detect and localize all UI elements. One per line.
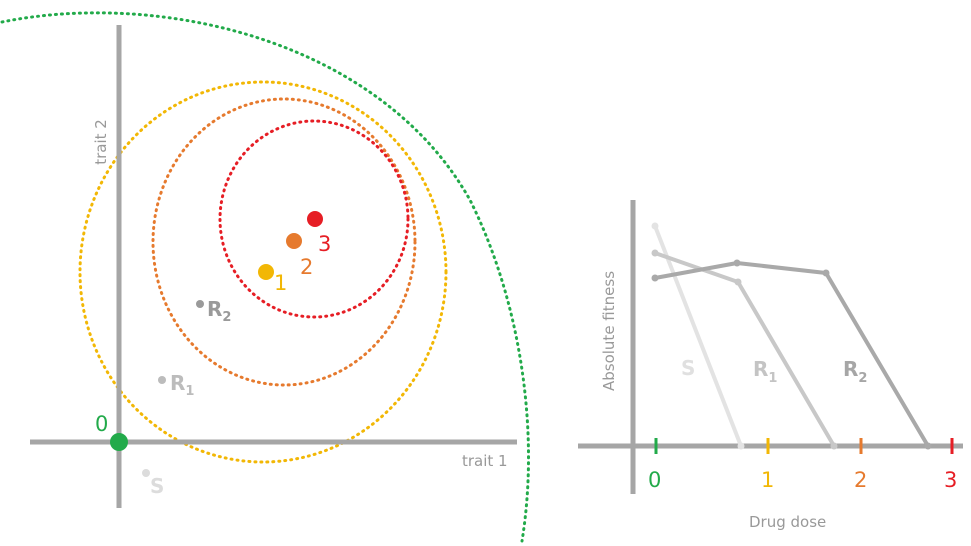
left-panel: trait 1 trait 2 0 1 2 3 R2 R1 S bbox=[0, 11, 530, 543]
optimum-0-point bbox=[110, 433, 128, 451]
optimum-0-fitness-contour bbox=[0, 11, 530, 543]
trait1-axis-label: trait 1 bbox=[462, 452, 508, 470]
optimum-1-fitness-contour bbox=[78, 80, 448, 464]
curve-r2-label: R2 bbox=[843, 357, 867, 386]
dose-tick-label-1: 1 bbox=[761, 468, 774, 492]
optimum-1-point bbox=[258, 264, 274, 280]
trait2-axis-label: trait 2 bbox=[92, 119, 110, 165]
dose-tick-label-0: 0 bbox=[648, 468, 661, 492]
curve-s bbox=[651, 222, 745, 450]
dose-axis-label: Drug dose bbox=[749, 513, 826, 531]
curve-s-label: S bbox=[681, 356, 695, 380]
right-panel: 0 1 2 3 Drug dose Absolute fitness bbox=[578, 200, 963, 531]
genotype-r2-label: R2 bbox=[207, 297, 231, 325]
dose-tick-label-3: 3 bbox=[944, 468, 957, 492]
genotype-s-label: S bbox=[150, 474, 164, 498]
genotype-s-point bbox=[142, 469, 150, 477]
optimum-2-fitness-contour bbox=[151, 97, 417, 387]
genotype-r1-point bbox=[158, 376, 166, 384]
optimum-3-fitness-contour bbox=[218, 119, 410, 319]
optimum-2-point bbox=[286, 233, 302, 249]
optimum-1-label: 1 bbox=[274, 271, 287, 295]
optimum-3-point bbox=[307, 211, 323, 227]
genotype-r2-point bbox=[196, 300, 204, 308]
fitness-axis-label: Absolute fitness bbox=[600, 271, 618, 391]
dose-tick-label-2: 2 bbox=[854, 468, 867, 492]
optimum-0-label: 0 bbox=[95, 412, 108, 436]
optimum-2-label: 2 bbox=[300, 255, 313, 279]
curve-r2 bbox=[651, 259, 932, 450]
curve-r1-label: R1 bbox=[753, 357, 777, 386]
optimum-3-label: 3 bbox=[318, 232, 331, 256]
genotype-r1-label: R1 bbox=[170, 371, 194, 399]
curve-r1 bbox=[651, 249, 838, 450]
